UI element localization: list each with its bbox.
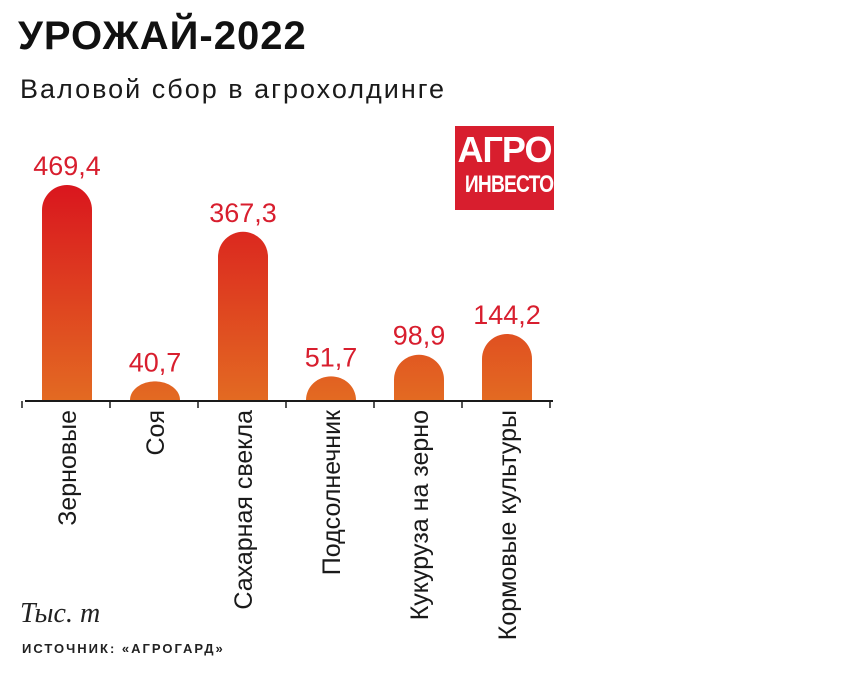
category-tick-label: Соя [142, 410, 170, 456]
value-label: 367,3 [209, 198, 277, 228]
category-tick-label: Зерновые [54, 410, 82, 526]
tick-labels-group: Зерновые Соя Сахарная свекла Подсолнечник Ку… [21, 401, 551, 640]
logo-line-1: АГРО [457, 129, 553, 170]
value-label: 98,9 [393, 321, 446, 351]
category-tick-label: Кормовые культуры [494, 410, 522, 640]
category-tick-label: Кукуруза на зерно [406, 410, 434, 620]
bar [218, 231, 268, 400]
chart-title: УРОЖАЙ-2022 [18, 14, 307, 58]
bar [42, 185, 92, 400]
value-label: 144,2 [473, 300, 541, 330]
value-label: 51,7 [305, 342, 358, 372]
bar [482, 333, 532, 400]
category-tick-label: Сахарная свекла [230, 410, 258, 610]
bar [130, 381, 180, 400]
value-labels-group: 469,4 40,7 367,3 51,7 98,9 144,2 [33, 151, 541, 377]
bar [306, 376, 356, 400]
chart-subtitle: Валовой сбор в агрохолдинге [20, 74, 447, 104]
agroinvestor-logo: АГРО ИНВЕСТОР [455, 126, 566, 210]
source-note: ИСТОЧНИК: «АГРОГАРД» [22, 641, 225, 656]
units-label: Тыс. т [20, 598, 101, 629]
value-label: 469,4 [33, 151, 101, 181]
category-tick-label: Подсолнечник [318, 409, 346, 575]
bars-group [42, 185, 532, 400]
bar [394, 354, 444, 400]
value-label: 40,7 [129, 347, 182, 377]
